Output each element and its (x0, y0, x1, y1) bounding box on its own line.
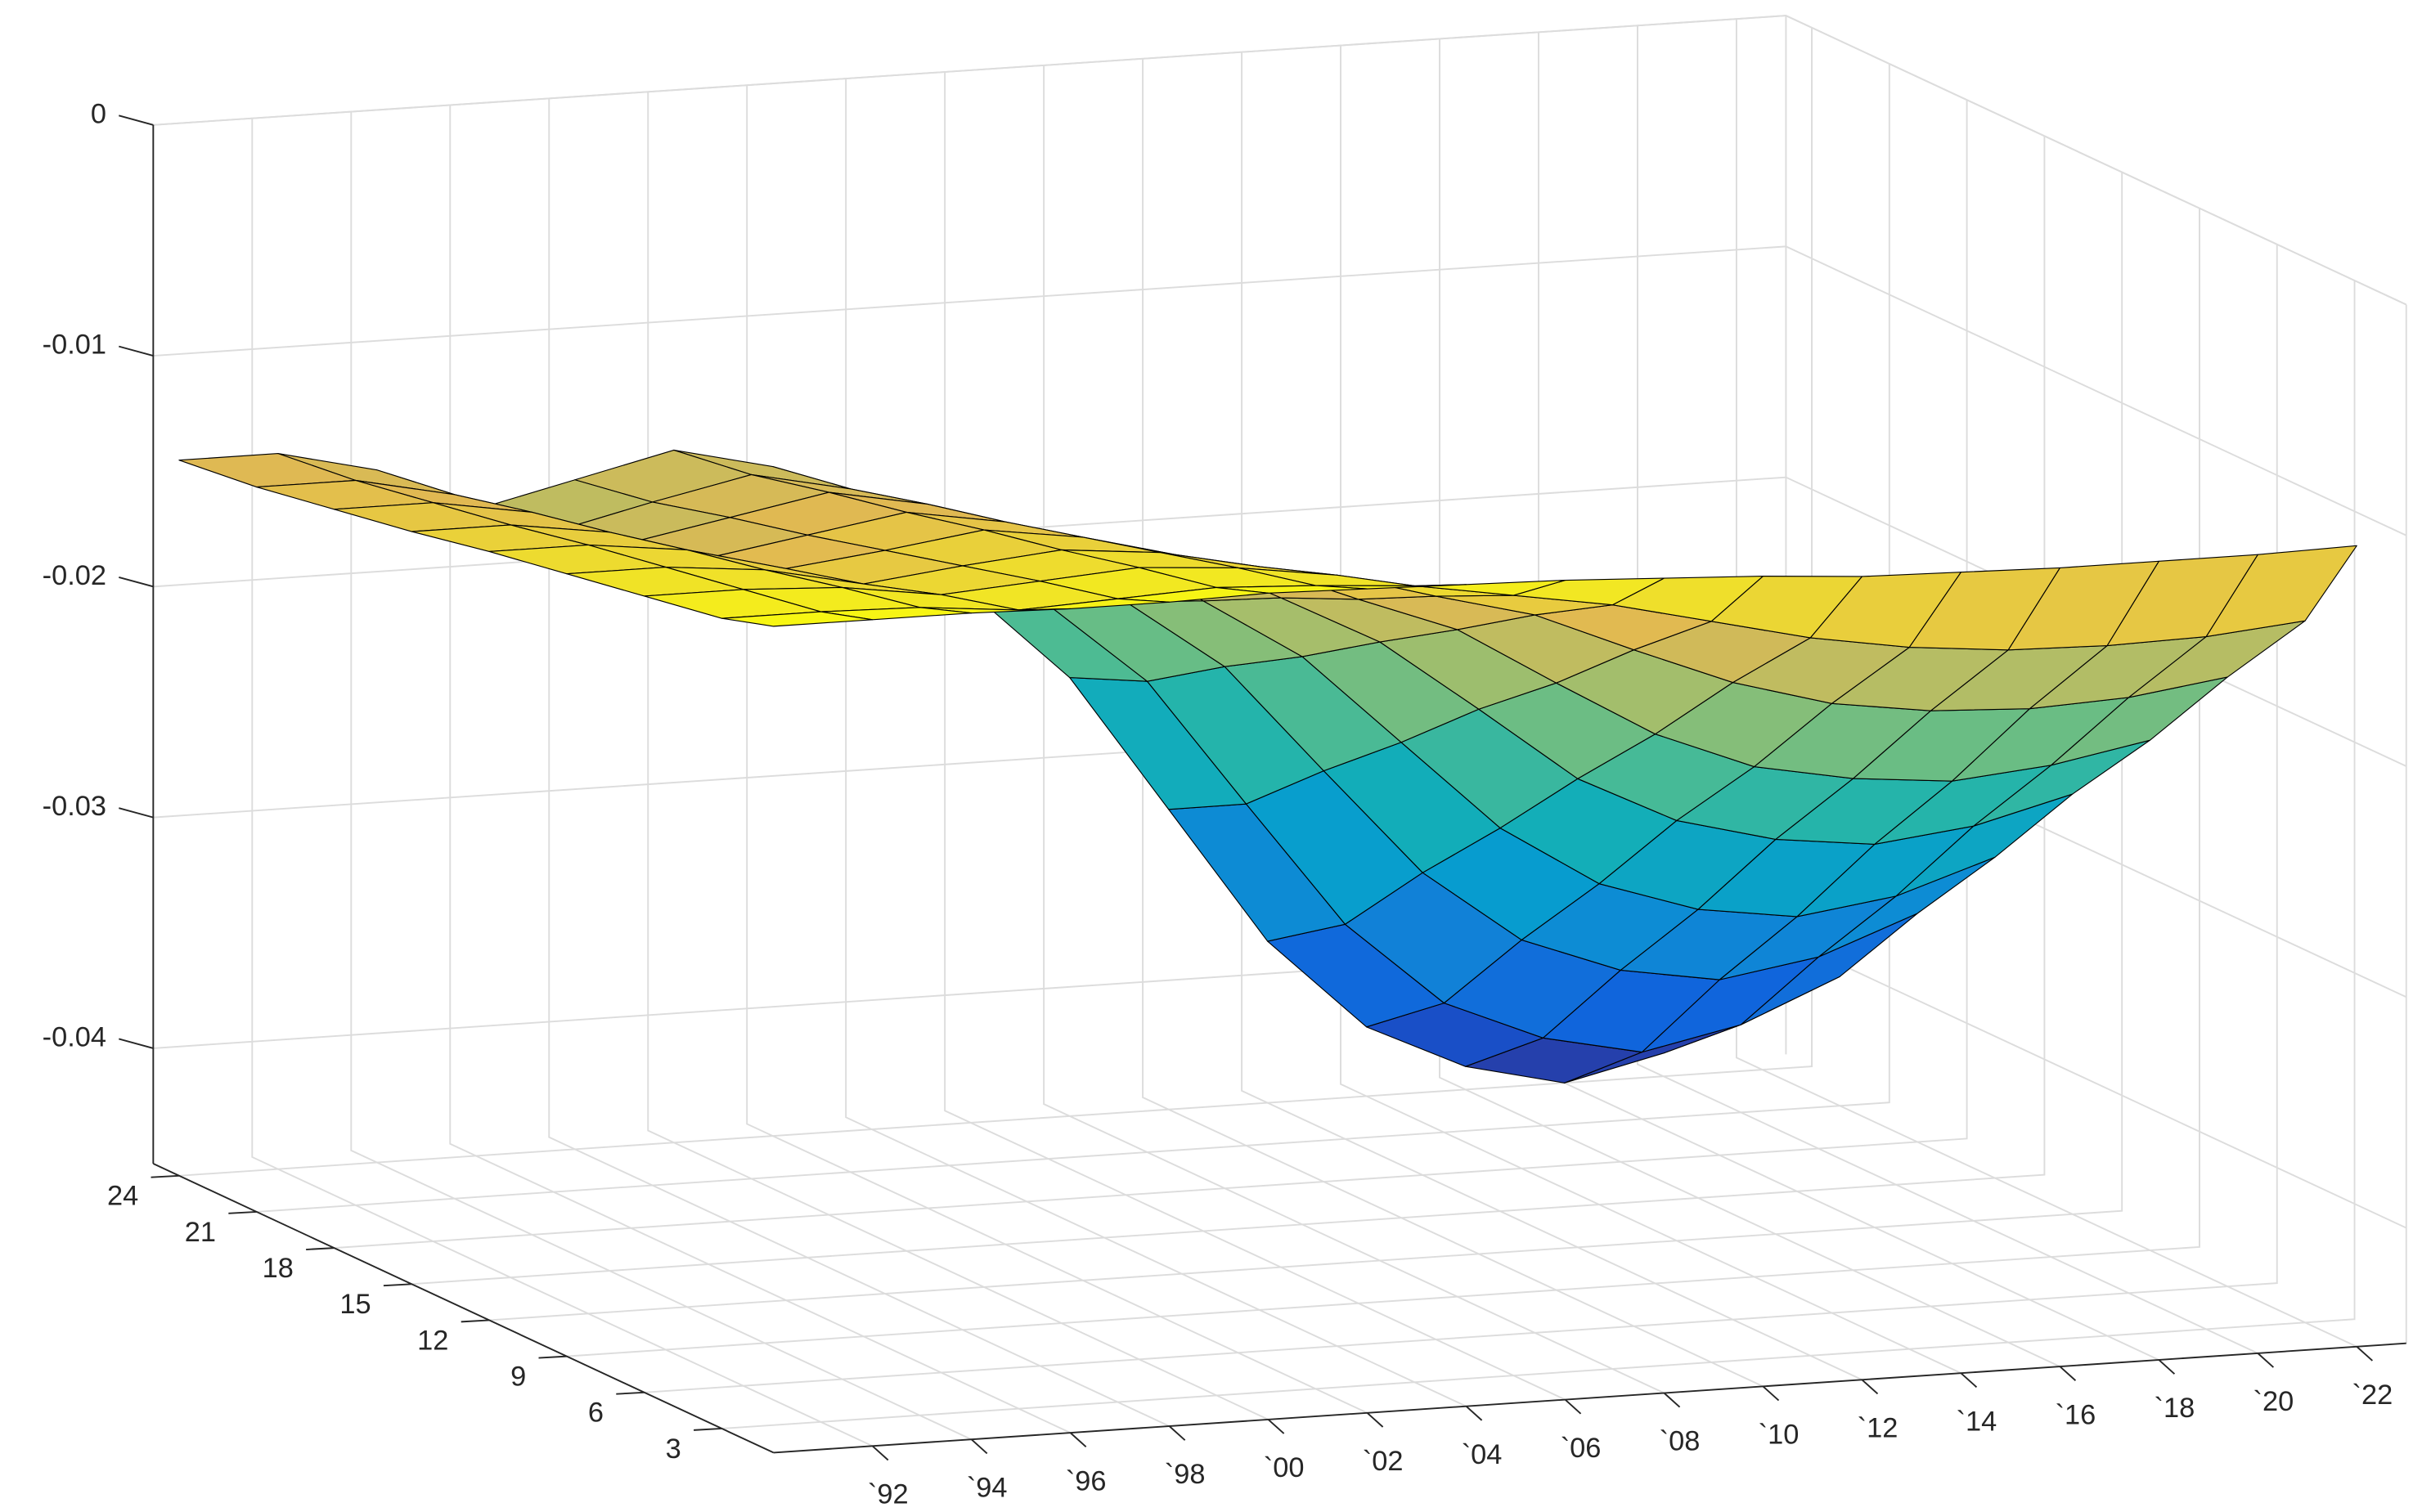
y-tick-label: 12 (417, 1325, 448, 1356)
surface (178, 449, 2357, 1084)
z-tick (119, 807, 154, 819)
x-tick (1267, 1419, 1285, 1434)
y-grid-line (721, 280, 2356, 1429)
y-tick (616, 1391, 645, 1395)
y-grid-line (334, 100, 1968, 1250)
x-tick (1960, 1372, 1978, 1389)
x-tick-label: `04 (1462, 1439, 1503, 1470)
x-tick-label: `10 (1759, 1420, 1800, 1451)
y-tick (151, 1174, 179, 1178)
x-tick-label: `98 (1165, 1459, 1206, 1490)
x-tick-label: `14 (1957, 1406, 1997, 1437)
z-tick-label: -0.02 (43, 560, 106, 591)
x-tick-label: `22 (2352, 1380, 2393, 1411)
surface-patch (721, 611, 874, 627)
x-tick-label: `00 (1264, 1452, 1305, 1483)
z-tick (119, 345, 154, 357)
y-tick-label: 9 (510, 1361, 526, 1392)
box-edge (153, 15, 2407, 306)
y-tick-label: 6 (588, 1398, 604, 1429)
x-tick (872, 1445, 889, 1461)
x-tick-label: `06 (1561, 1433, 1602, 1464)
z-tick-label: 0 (91, 98, 106, 129)
y-tick-label: 3 (666, 1433, 681, 1465)
z-grid-line (153, 245, 2407, 536)
z-tick (119, 1038, 154, 1049)
y-tick (306, 1247, 335, 1250)
x-tick (1762, 1385, 1780, 1402)
y-tick-label: 24 (107, 1181, 138, 1212)
x-tick-label: `18 (2155, 1393, 2195, 1424)
x-tick (1069, 1432, 1087, 1448)
x-tick (1366, 1412, 1384, 1428)
y-tick-label: 18 (263, 1253, 294, 1284)
y-tick-label: 21 (185, 1217, 216, 1248)
x-tick (1861, 1379, 1879, 1395)
x-tick (1168, 1425, 1186, 1441)
z-tick-label: -0.03 (43, 791, 106, 822)
y-tick-label: 15 (339, 1289, 371, 1320)
x-tick-label: `96 (1066, 1465, 1107, 1496)
z-tick (119, 114, 154, 126)
y-grid-line (411, 136, 2046, 1285)
x-tick-label: `02 (1363, 1446, 1404, 1477)
y-tick (228, 1210, 257, 1214)
x-tick-label: `16 (2056, 1399, 2096, 1430)
axes: -0.04 -0.03 -0.02 -0.01 0 `92 `94 `96 `98 `00 `02 `… (43, 98, 2406, 1510)
z-tick-label: -0.01 (43, 330, 106, 361)
x-tick-label: `08 (1660, 1426, 1701, 1457)
x-tick (1465, 1405, 1483, 1421)
y-grid-line (489, 172, 2123, 1321)
x-tick-label: `20 (2253, 1386, 2294, 1417)
x-tick (2257, 1353, 2275, 1368)
x-tick-label: `92 (868, 1479, 909, 1510)
z-grid-line (153, 15, 2407, 306)
z-tick (119, 576, 154, 588)
z-tick-label: -0.04 (43, 1022, 106, 1053)
y-grid-line (256, 63, 1890, 1213)
axis-line (773, 1342, 2406, 1454)
y-tick (694, 1428, 722, 1431)
x-tick (1564, 1398, 1582, 1415)
y-tick (383, 1283, 412, 1287)
x-tick-label: `12 (1858, 1412, 1899, 1443)
x-tick (2158, 1359, 2176, 1375)
y-tick (538, 1355, 567, 1359)
y-tick (461, 1319, 490, 1323)
y-grid-line (178, 27, 1813, 1177)
x-tick (2356, 1346, 2373, 1362)
y-grid-line (566, 208, 2200, 1357)
x-tick-label: `94 (967, 1472, 1008, 1503)
x-tick (2059, 1366, 2077, 1381)
x-tick (970, 1438, 988, 1455)
x-tick (1663, 1392, 1681, 1408)
